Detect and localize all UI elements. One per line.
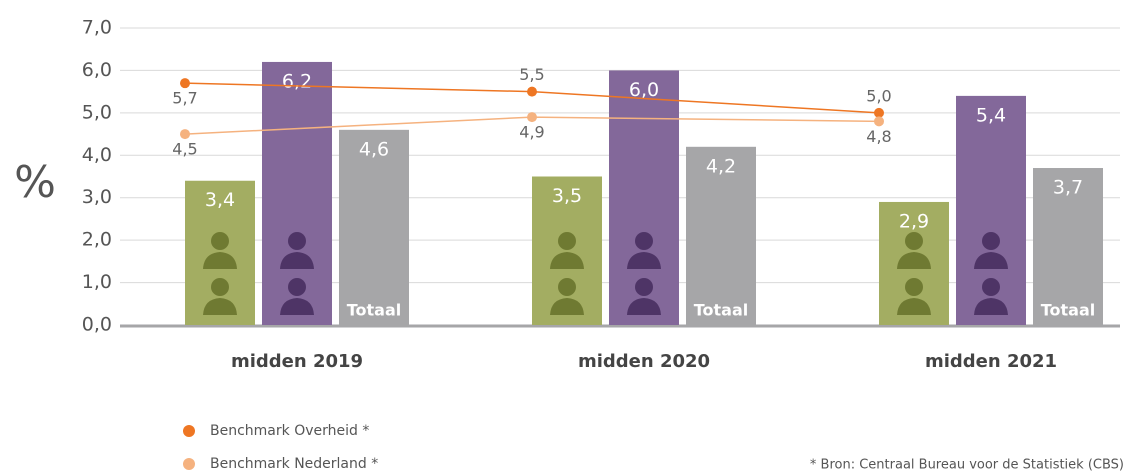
y-tick-label: 6,0 <box>82 59 112 81</box>
icon <box>550 252 584 269</box>
icon <box>897 252 931 269</box>
icon <box>203 252 237 269</box>
y-tick-label: 0,0 <box>82 314 112 336</box>
value-label: 4,8 <box>866 127 891 146</box>
bar-name: Totaal <box>694 301 749 320</box>
y-tick-label: 7,0 <box>82 17 112 39</box>
icon <box>203 298 237 315</box>
value-label: 5,0 <box>866 86 891 105</box>
icon <box>627 252 661 269</box>
icon <box>558 232 576 250</box>
icon <box>280 252 314 269</box>
bar-name: Totaal <box>1041 301 1096 320</box>
bar <box>339 129 409 325</box>
icon <box>211 232 229 250</box>
y-tick-label: 3,0 <box>82 186 112 208</box>
icon <box>635 232 653 250</box>
value-label: 4,6 <box>359 138 389 160</box>
line-point <box>527 112 537 123</box>
icon <box>288 278 306 296</box>
value-label: 6,2 <box>282 70 312 92</box>
line-point <box>180 129 190 140</box>
y-tick-label: 1,0 <box>82 271 112 293</box>
icon <box>905 232 923 250</box>
x-tick-label: midden 2019 <box>231 351 363 372</box>
icon <box>288 232 306 250</box>
value-label: 2,9 <box>899 210 929 232</box>
icon <box>982 278 1000 296</box>
icon <box>974 252 1008 269</box>
footnote: * Bron: Centraal Bureau voor de Statisti… <box>810 458 1124 473</box>
y-axis-label: % <box>14 157 56 208</box>
bar <box>1033 168 1103 325</box>
icon <box>974 298 1008 315</box>
y-tick-label: 5,0 <box>82 101 112 123</box>
value-label: 5,7 <box>172 89 197 108</box>
icon <box>905 278 923 296</box>
bar-name: Totaal <box>347 301 402 320</box>
bar <box>686 146 756 325</box>
icon <box>627 298 661 315</box>
line-point <box>180 78 190 89</box>
icon <box>982 232 1000 250</box>
value-label: 3,7 <box>1053 177 1083 199</box>
value-label: 5,5 <box>519 65 544 84</box>
value-label: 6,0 <box>629 79 659 101</box>
value-label: 4,9 <box>519 123 544 142</box>
legend-label: Benchmark Overheid * <box>210 423 369 439</box>
icon <box>280 298 314 315</box>
y-tick-label: 2,0 <box>82 229 112 251</box>
icon <box>897 298 931 315</box>
line-point <box>527 86 537 97</box>
value-label: 4,2 <box>706 155 736 177</box>
value-label: 3,4 <box>205 189 235 211</box>
x-tick-label: midden 2020 <box>578 351 710 372</box>
value-label: 4,5 <box>172 140 197 159</box>
y-tick-label: 4,0 <box>82 144 112 166</box>
x-tick-label: midden 2021 <box>925 351 1057 372</box>
legend-marker <box>183 425 195 437</box>
icon <box>558 278 576 296</box>
icon <box>211 278 229 296</box>
line-point <box>874 107 884 118</box>
legend-marker <box>183 458 195 470</box>
line-point <box>874 116 884 127</box>
legend-label: Benchmark Nederland * <box>210 456 378 472</box>
icon <box>550 298 584 315</box>
value-label: 5,4 <box>976 104 1006 126</box>
value-label: 3,5 <box>552 185 582 207</box>
icon <box>635 278 653 296</box>
